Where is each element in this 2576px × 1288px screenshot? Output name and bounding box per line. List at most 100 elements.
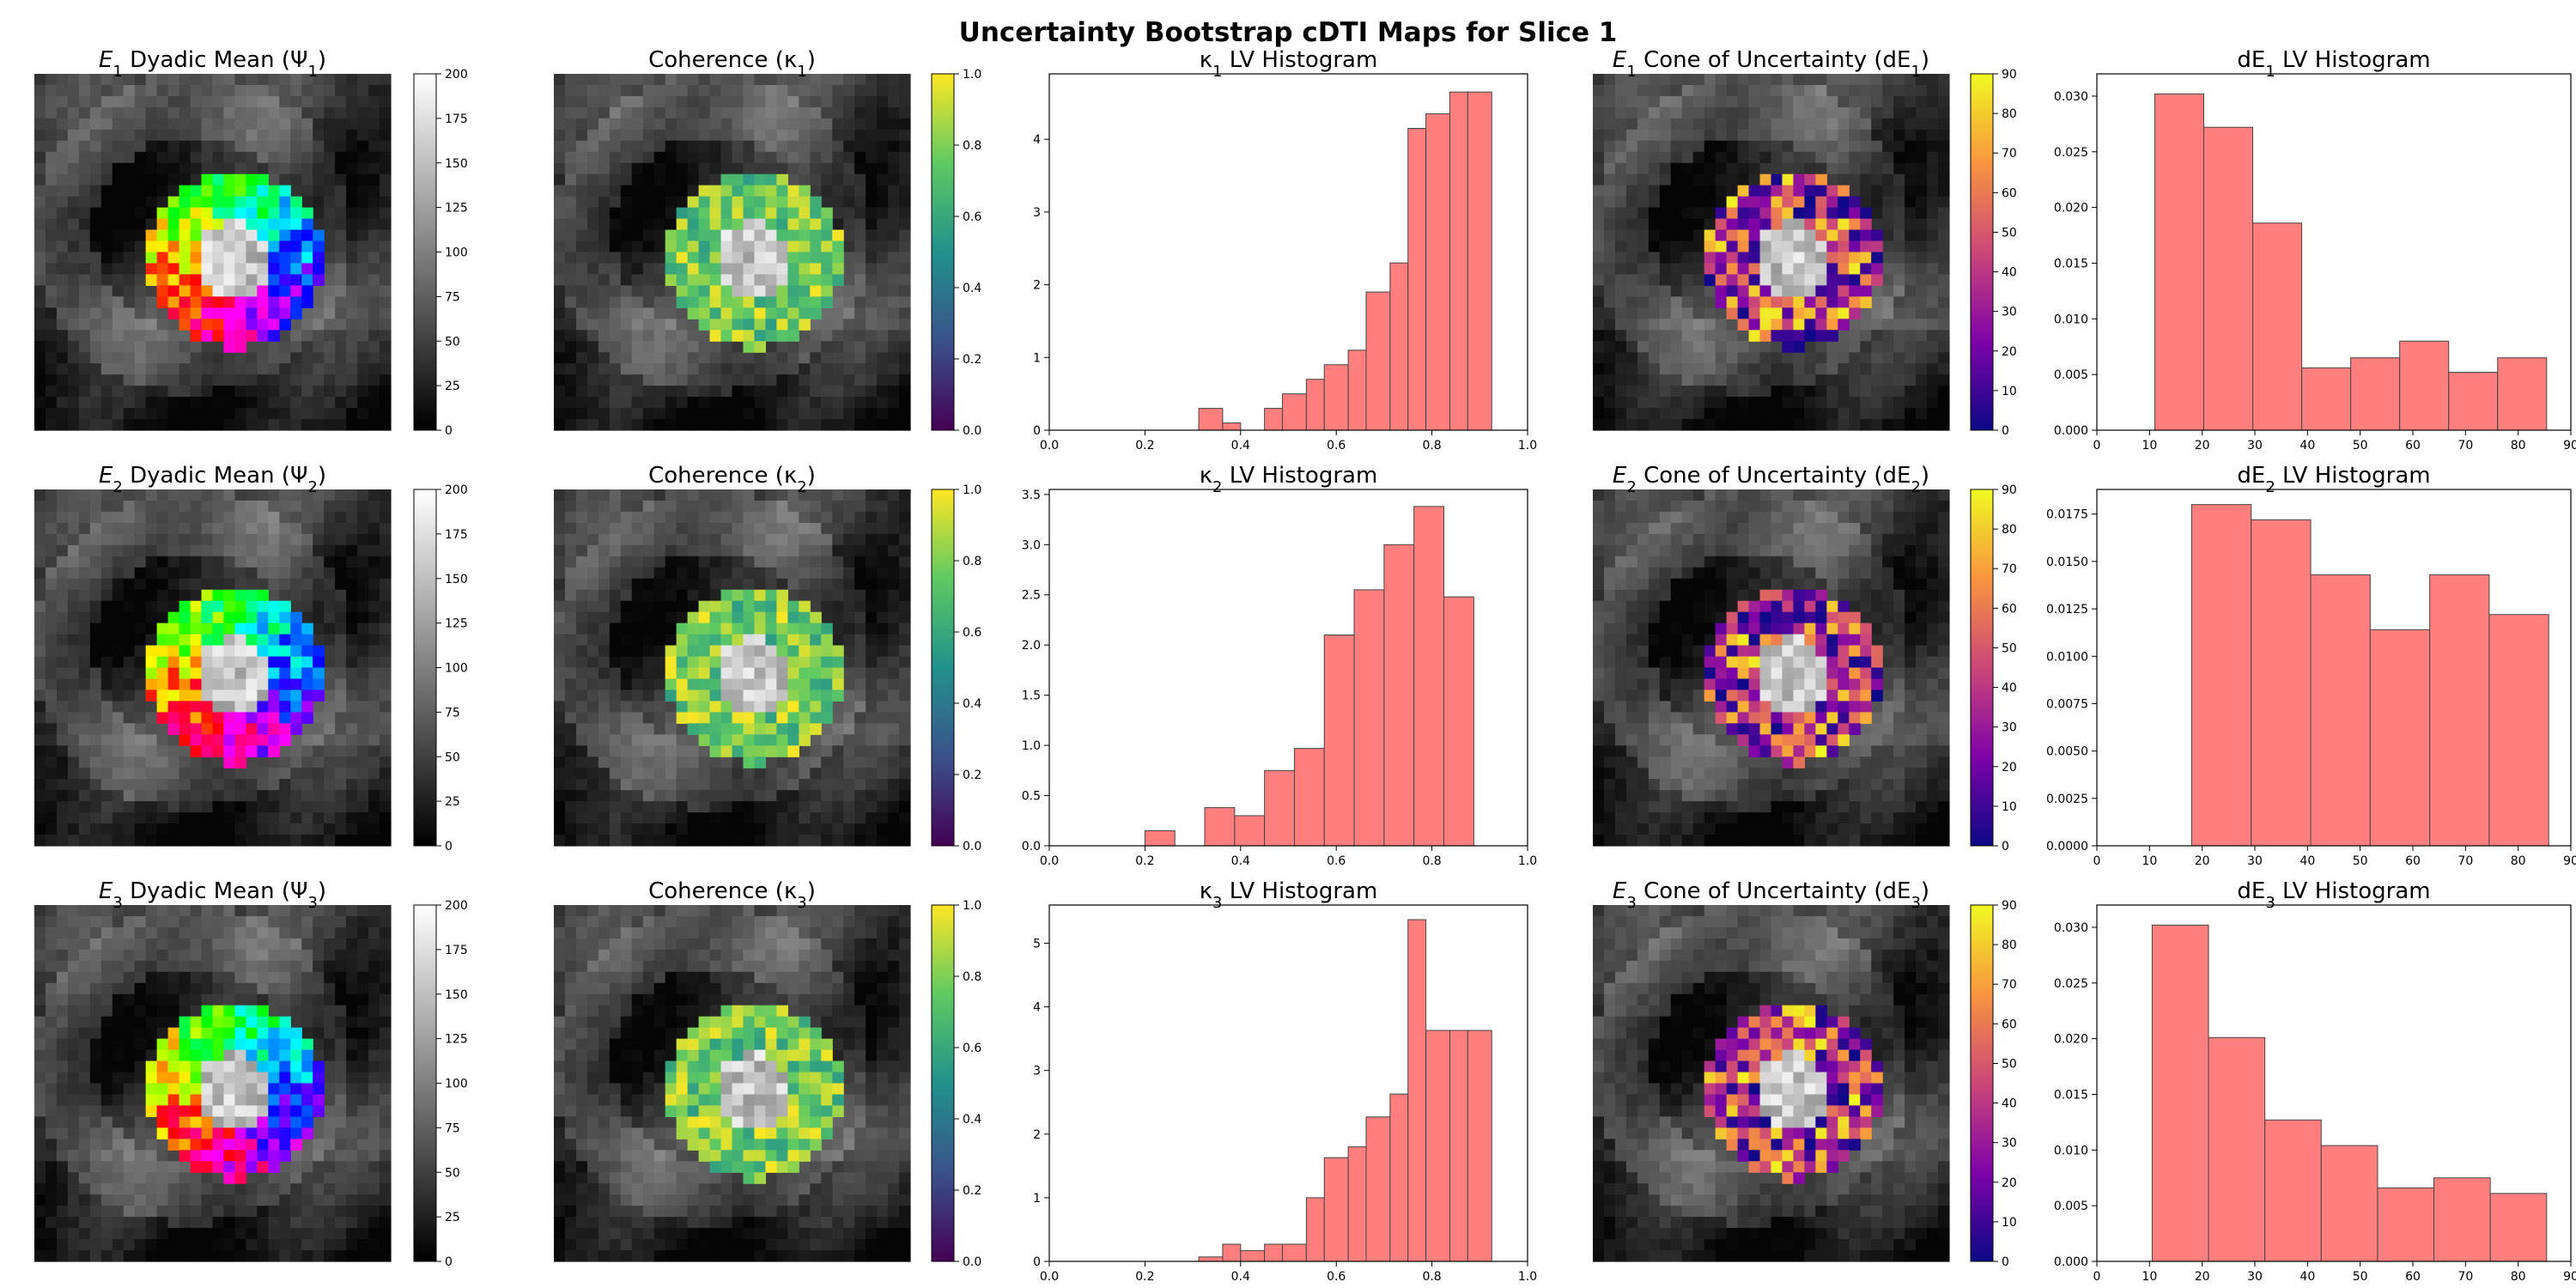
mri-pixel bbox=[380, 95, 392, 108]
mri-pixel bbox=[1759, 140, 1772, 153]
mri-pixel bbox=[156, 611, 169, 624]
overlay-pixel bbox=[1838, 240, 1850, 253]
mri-pixel bbox=[1726, 151, 1739, 164]
mri-pixel bbox=[1614, 363, 1627, 375]
mri-pixel bbox=[1726, 74, 1739, 86]
overlay-pixel bbox=[145, 690, 158, 702]
mri-pixel bbox=[145, 611, 158, 624]
mri-pixel bbox=[212, 419, 225, 431]
mri-pixel bbox=[335, 151, 347, 164]
mri-pixel bbox=[1771, 118, 1783, 131]
mri-pixel bbox=[89, 330, 102, 342]
mri-pixel bbox=[1905, 218, 1917, 231]
mri-pixel bbox=[720, 95, 733, 108]
mri-pixel bbox=[380, 252, 392, 264]
overlay-pixel bbox=[1860, 285, 1872, 297]
overlay-pixel bbox=[720, 229, 733, 242]
mri-pixel bbox=[313, 489, 325, 501]
overlay-pixel bbox=[1826, 274, 1838, 287]
overlay-pixel bbox=[268, 307, 280, 319]
mri-pixel bbox=[357, 489, 369, 501]
overlay-pixel bbox=[743, 274, 756, 287]
mri-pixel bbox=[89, 352, 102, 364]
mri-pixel bbox=[268, 419, 280, 431]
overlay-pixel bbox=[787, 185, 799, 197]
mri-pixel bbox=[357, 285, 369, 297]
mri-pixel bbox=[78, 812, 91, 824]
mri-pixel bbox=[335, 307, 347, 319]
mri-pixel bbox=[1927, 386, 1939, 398]
mri-pixel bbox=[1849, 173, 1861, 186]
mri-pixel bbox=[1893, 207, 1905, 220]
mri-pixel bbox=[89, 567, 102, 580]
mri-pixel bbox=[34, 645, 46, 658]
mri-pixel bbox=[268, 408, 280, 420]
mri-pixel bbox=[1771, 374, 1783, 386]
mri-pixel bbox=[799, 162, 811, 175]
mri-pixel bbox=[380, 240, 392, 253]
mri-pixel bbox=[167, 835, 180, 847]
overlay-pixel bbox=[754, 274, 767, 287]
mri-pixel bbox=[212, 129, 225, 142]
mri-pixel bbox=[290, 352, 302, 364]
mri-pixel bbox=[290, 118, 302, 131]
overlay-pixel bbox=[201, 285, 214, 297]
overlay-pixel bbox=[279, 634, 291, 647]
mri-pixel bbox=[1748, 106, 1761, 119]
mri-pixel bbox=[324, 196, 336, 209]
overlay-pixel bbox=[810, 240, 822, 253]
overlay-pixel bbox=[223, 207, 236, 220]
mri-pixel bbox=[1938, 285, 1950, 297]
dyadic-1-panel: E1 Dyadic Mean (Ψ1)025507510012515017520… bbox=[34, 47, 468, 438]
mri-pixel bbox=[301, 823, 313, 835]
mri-pixel bbox=[832, 419, 844, 431]
mri-pixel bbox=[754, 84, 767, 97]
overlay-pixel bbox=[234, 196, 247, 209]
mri-pixel bbox=[787, 118, 799, 131]
overlay-pixel bbox=[1815, 229, 1827, 242]
mri-pixel bbox=[598, 173, 611, 186]
mri-pixel bbox=[877, 252, 889, 264]
mri-pixel bbox=[167, 84, 180, 97]
overlay-pixel bbox=[179, 656, 191, 669]
mri-pixel bbox=[201, 95, 214, 108]
mri-pixel bbox=[564, 397, 577, 409]
mri-pixel bbox=[642, 296, 655, 308]
mri-pixel bbox=[1659, 341, 1672, 353]
mri-pixel bbox=[34, 140, 46, 153]
mri-pixel bbox=[190, 544, 203, 557]
mri-pixel bbox=[631, 408, 644, 420]
mri-pixel bbox=[1704, 330, 1716, 342]
mri-pixel bbox=[586, 129, 599, 142]
mri-pixel bbox=[78, 768, 91, 780]
mri-pixel bbox=[832, 363, 844, 375]
mri-pixel bbox=[167, 374, 180, 386]
mri-pixel bbox=[1782, 84, 1795, 97]
mri-pixel bbox=[335, 823, 347, 835]
mri-pixel bbox=[234, 511, 247, 524]
overlay-pixel bbox=[201, 634, 214, 647]
mri-pixel bbox=[179, 578, 191, 591]
mri-pixel bbox=[313, 522, 325, 535]
mri-pixel bbox=[190, 756, 203, 769]
mri-pixel bbox=[156, 173, 169, 186]
overlay-pixel bbox=[1726, 252, 1739, 264]
mri-pixel bbox=[212, 500, 225, 513]
mri-pixel bbox=[776, 363, 788, 375]
mri-pixel bbox=[335, 285, 347, 297]
mri-pixel bbox=[854, 386, 866, 398]
mri-pixel bbox=[866, 330, 878, 342]
mri-pixel bbox=[665, 341, 677, 353]
mri-pixel bbox=[1771, 140, 1783, 153]
overlay-pixel bbox=[1826, 185, 1838, 197]
mri-pixel bbox=[201, 352, 214, 364]
mri-pixel bbox=[45, 118, 58, 131]
mri-pixel bbox=[899, 196, 911, 209]
mri-pixel bbox=[620, 374, 633, 386]
mri-pixel bbox=[100, 600, 113, 613]
mri-pixel bbox=[1893, 229, 1905, 242]
mri-pixel bbox=[564, 274, 577, 287]
mri-pixel bbox=[1614, 106, 1627, 119]
mri-pixel bbox=[854, 151, 866, 164]
mri-pixel bbox=[346, 341, 358, 353]
